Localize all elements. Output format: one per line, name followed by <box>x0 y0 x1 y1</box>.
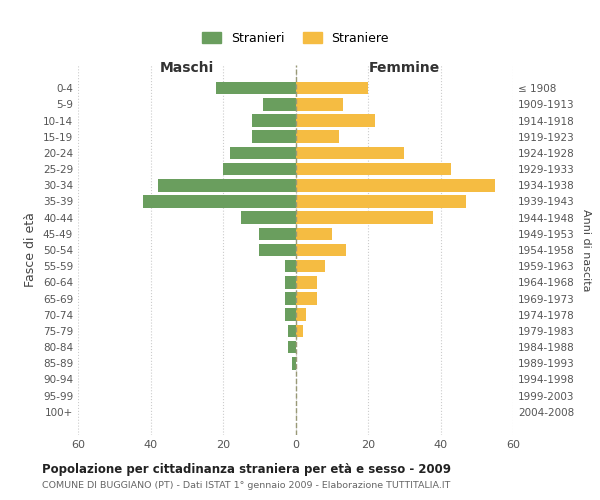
Text: COMUNE DI BUGGIANO (PT) - Dati ISTAT 1° gennaio 2009 - Elaborazione TUTTITALIA.I: COMUNE DI BUGGIANO (PT) - Dati ISTAT 1° … <box>42 481 451 490</box>
Bar <box>296 98 343 110</box>
Bar <box>284 308 296 321</box>
Y-axis label: Anni di nascita: Anni di nascita <box>581 209 591 291</box>
Bar <box>296 228 332 240</box>
Bar <box>288 341 296 353</box>
Bar <box>296 244 346 256</box>
Bar <box>158 179 296 192</box>
Bar <box>284 260 296 272</box>
Bar <box>259 244 296 256</box>
Bar <box>296 276 317 288</box>
Bar <box>241 212 296 224</box>
Bar <box>216 82 296 94</box>
Bar <box>230 146 296 159</box>
Bar <box>296 82 368 94</box>
Bar <box>296 260 325 272</box>
Bar <box>288 324 296 337</box>
Bar <box>296 195 466 208</box>
Bar <box>284 292 296 305</box>
Y-axis label: Fasce di età: Fasce di età <box>25 212 37 288</box>
Bar <box>284 276 296 288</box>
Legend: Stranieri, Straniere: Stranieri, Straniere <box>197 27 394 50</box>
Bar <box>223 163 296 175</box>
Bar <box>296 130 339 143</box>
Bar <box>296 146 404 159</box>
Bar <box>296 114 375 127</box>
Text: Maschi: Maschi <box>160 61 214 75</box>
Bar <box>259 228 296 240</box>
Bar <box>252 114 296 127</box>
Bar <box>296 212 433 224</box>
Text: Popolazione per cittadinanza straniera per età e sesso - 2009: Popolazione per cittadinanza straniera p… <box>42 462 451 475</box>
Bar <box>296 324 303 337</box>
Bar <box>296 179 495 192</box>
Text: Femmine: Femmine <box>368 61 440 75</box>
Bar <box>143 195 296 208</box>
Bar <box>252 130 296 143</box>
Bar <box>263 98 296 110</box>
Bar <box>292 357 296 370</box>
Bar <box>296 292 317 305</box>
Bar <box>296 163 451 175</box>
Bar <box>296 308 307 321</box>
